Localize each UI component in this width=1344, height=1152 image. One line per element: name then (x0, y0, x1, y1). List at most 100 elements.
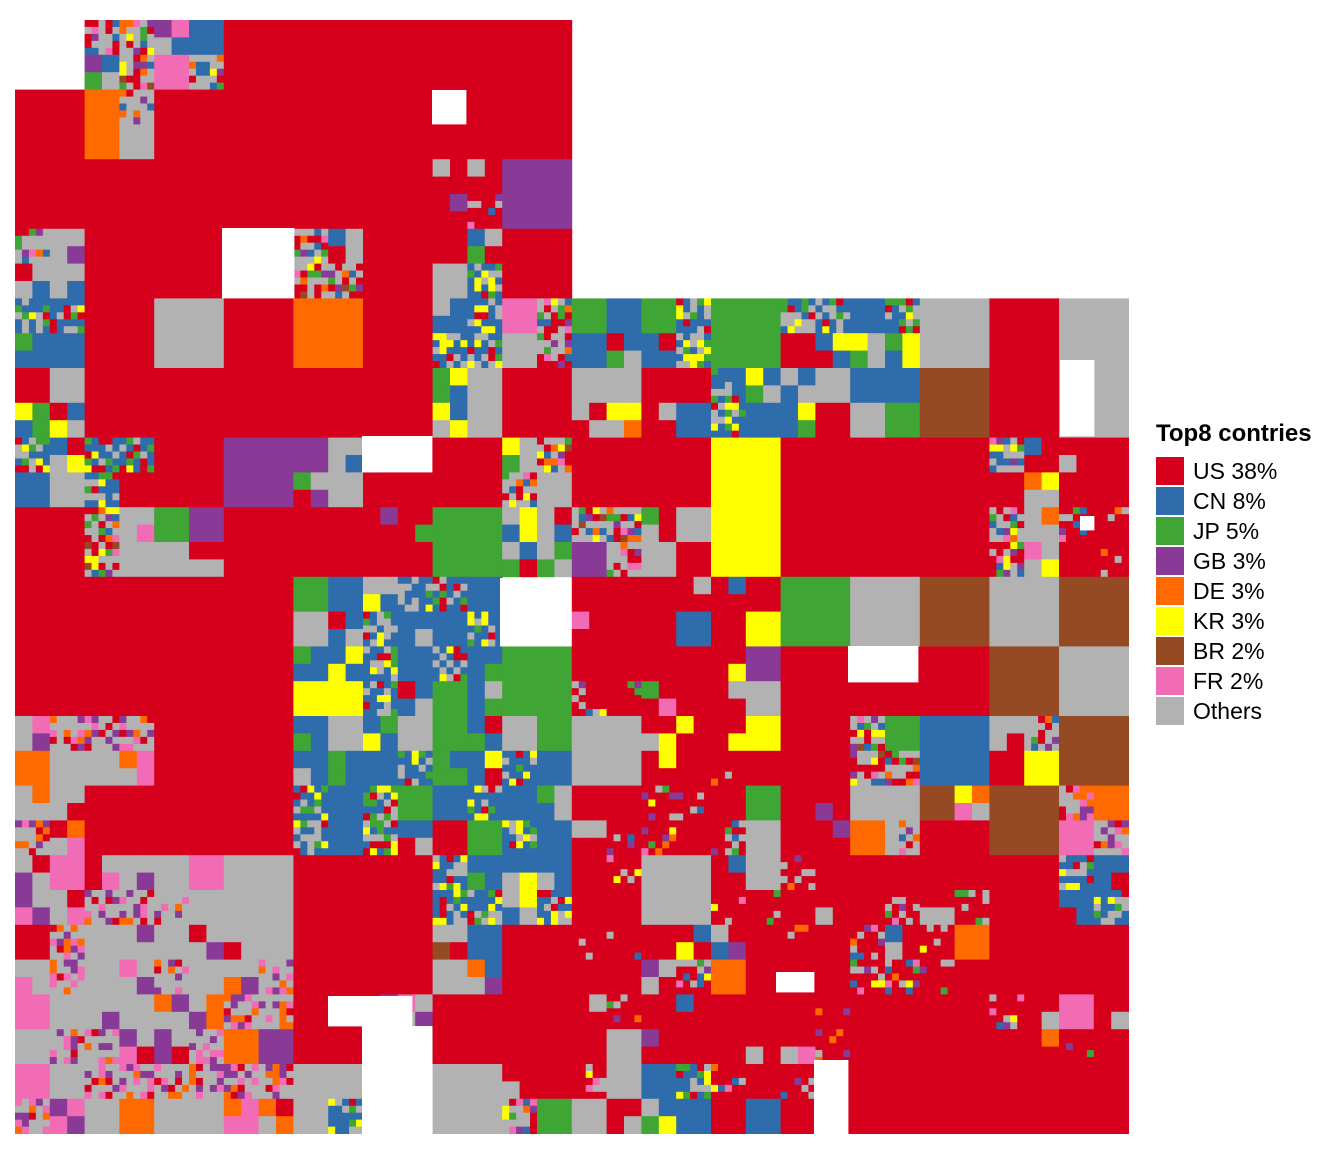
map-cell (787, 876, 795, 884)
map-cell (731, 903, 740, 912)
map-cell (488, 305, 496, 313)
map-cell (293, 576, 329, 612)
map-cell (864, 966, 872, 974)
map-cell (84, 729, 92, 738)
map-cell (70, 938, 79, 947)
map-cell (67, 455, 85, 473)
map-cell (488, 326, 496, 334)
map-cell (21, 841, 30, 849)
map-cell (488, 896, 496, 905)
map-cell (182, 980, 190, 988)
map-cell (147, 736, 155, 745)
map-cell (717, 757, 726, 766)
map-cell (230, 1070, 239, 1079)
map-cell (481, 806, 489, 814)
map-cell (258, 942, 277, 960)
map-cell (310, 646, 329, 665)
map-cell (488, 340, 496, 348)
map-cell (676, 611, 712, 647)
map-cell (42, 444, 51, 452)
map-cell (293, 663, 312, 682)
map-cell (1093, 514, 1102, 522)
map-cell (711, 1077, 719, 1086)
map-cell (425, 771, 433, 780)
map-cell (940, 973, 949, 981)
map-cell (571, 959, 607, 995)
map-cell (606, 663, 625, 682)
map-cell (467, 194, 475, 202)
map-cell (175, 1064, 183, 1072)
map-cell (202, 68, 211, 77)
map-cell (49, 263, 68, 282)
map-cell (356, 1112, 364, 1121)
map-cell (780, 785, 799, 804)
map-cell (450, 924, 468, 943)
map-cell (56, 980, 65, 988)
map-cell (265, 1070, 273, 1079)
map-cell (154, 903, 162, 912)
map-cell (523, 500, 531, 508)
map-cell (91, 722, 99, 731)
map-cell (335, 263, 343, 271)
map-cell (933, 959, 942, 967)
map-cell (28, 848, 37, 856)
map-cell (70, 736, 79, 745)
map-cell (543, 312, 552, 320)
map-cell (658, 629, 677, 647)
map-cell (251, 1001, 259, 1009)
map-cell (599, 952, 607, 960)
map-cell (606, 548, 614, 557)
map-cell (537, 437, 545, 445)
map-cell (683, 312, 691, 320)
map-cell (63, 1029, 72, 1037)
map-cell (843, 326, 851, 334)
map-cell (321, 841, 329, 849)
map-cell (321, 827, 329, 835)
map-cell (349, 1105, 357, 1114)
map-cell (272, 994, 280, 1002)
map-cell (383, 639, 392, 647)
map-cell (363, 924, 433, 995)
map-cell (704, 987, 712, 995)
map-cell (390, 841, 399, 849)
map-cell (32, 872, 51, 891)
map-cell (519, 455, 538, 473)
map-cell (731, 757, 740, 766)
map-cell (780, 507, 851, 578)
map-cell (564, 444, 573, 452)
map-cell (832, 890, 851, 908)
map-cell (919, 368, 990, 438)
map-cell (728, 924, 747, 943)
map-cell (376, 660, 385, 668)
map-cell (627, 688, 635, 696)
map-cell (467, 768, 486, 786)
map-cell (557, 458, 566, 466)
map-cell (676, 402, 712, 438)
map-cell (300, 792, 308, 800)
map-cell (195, 1057, 204, 1065)
map-cell (432, 855, 440, 863)
map-cell (516, 479, 524, 487)
map-cell (467, 890, 475, 898)
map-cell (32, 803, 51, 821)
map-cell (658, 350, 677, 369)
map-cell (848, 646, 919, 683)
map-cell (105, 743, 113, 752)
map-cell (940, 966, 949, 974)
map-cell (286, 959, 294, 967)
map-cell (589, 855, 607, 873)
map-cell (585, 1091, 594, 1100)
map-cell (314, 284, 322, 292)
map-cell (627, 548, 635, 557)
map-cell (571, 535, 580, 543)
map-cell (676, 333, 684, 341)
map-cell (1093, 841, 1102, 849)
map-cell (474, 277, 482, 285)
map-cell (356, 1105, 364, 1114)
map-cell (905, 973, 914, 981)
map-cell (161, 903, 169, 912)
map-cell (961, 890, 969, 898)
map-cell (321, 834, 329, 842)
map-cell (613, 952, 621, 960)
map-cell (98, 40, 106, 49)
